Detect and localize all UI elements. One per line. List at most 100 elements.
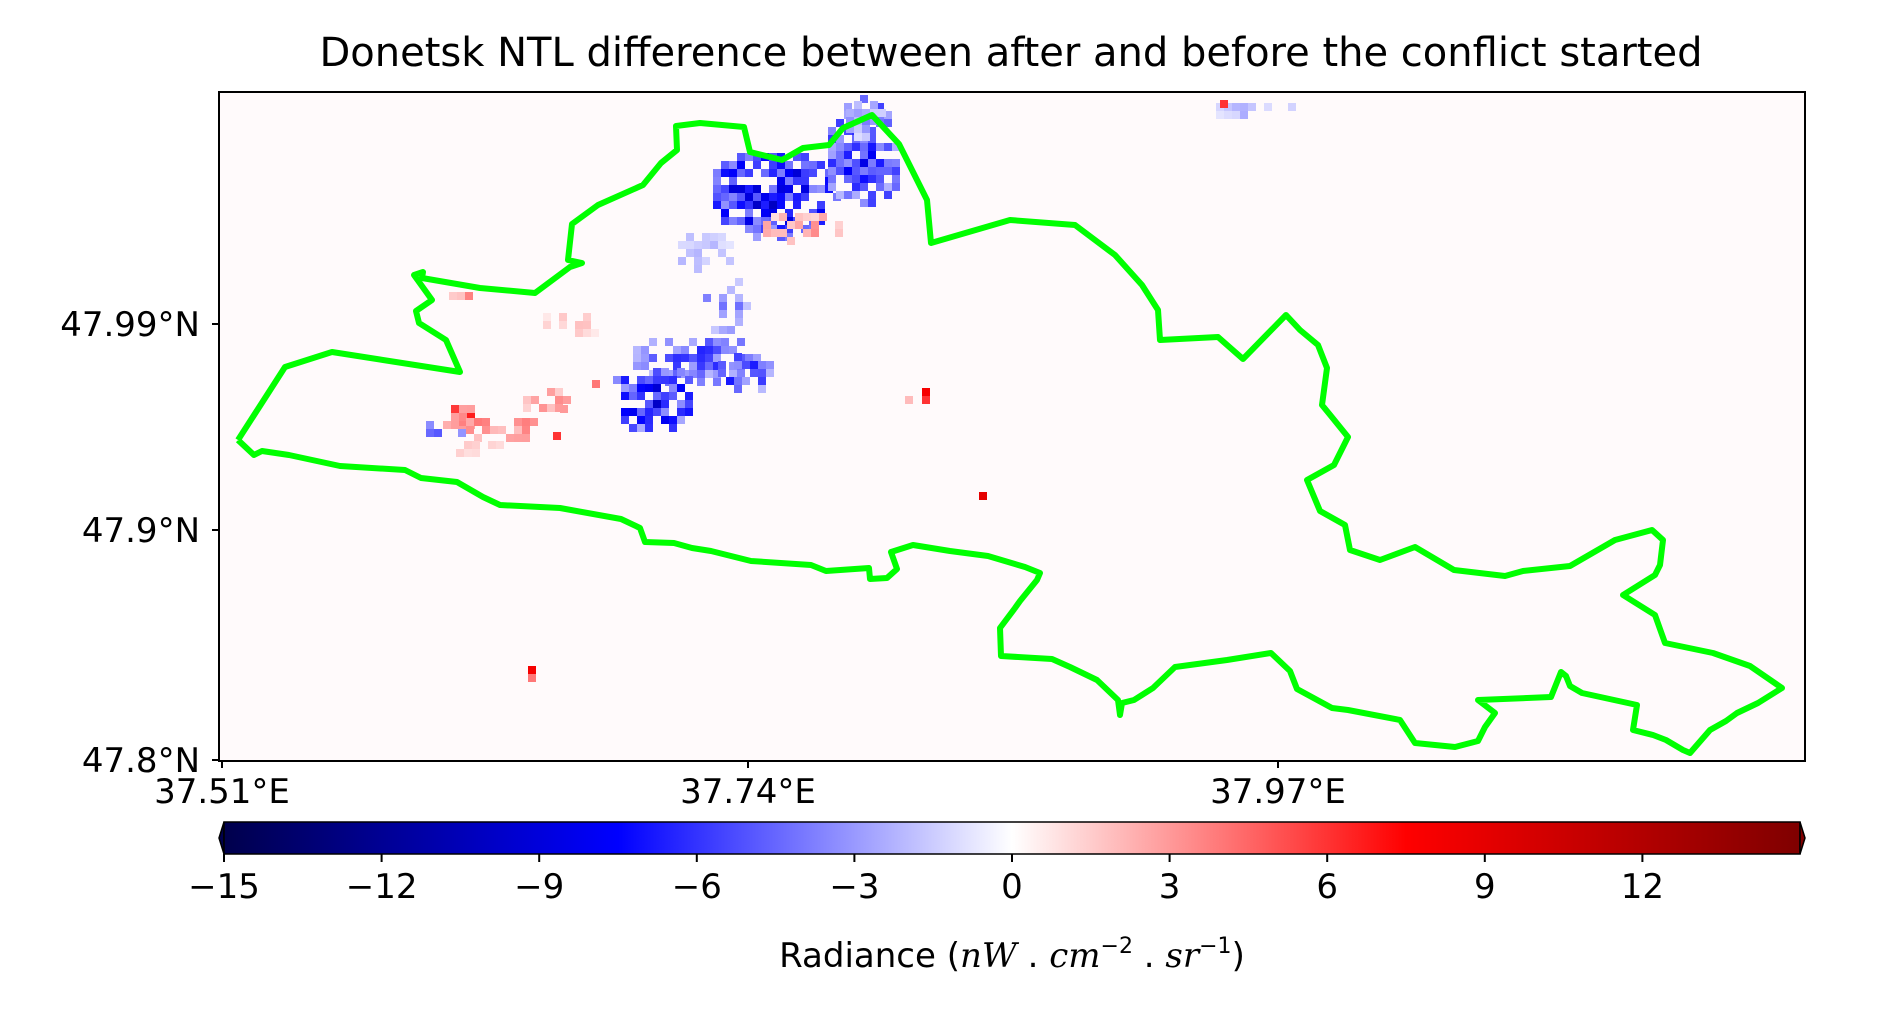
heatmap-cell xyxy=(681,354,689,362)
heatmap-cell xyxy=(677,384,685,392)
heatmap-cell xyxy=(787,237,795,245)
heatmap-cell xyxy=(868,167,876,175)
heatmap-cell xyxy=(828,159,836,167)
heatmap-cell xyxy=(793,177,801,185)
heatmap-cell xyxy=(734,385,742,393)
heatmap-cell xyxy=(777,169,785,177)
heatmap-cell xyxy=(753,161,761,169)
heatmap-cell xyxy=(868,191,876,199)
heatmap-cell xyxy=(653,392,661,400)
heatmap-cell xyxy=(729,370,737,378)
colorbar-tick-label: 6 xyxy=(1316,867,1338,907)
heatmap-cell xyxy=(528,674,536,682)
colorbar-extend-max xyxy=(1799,821,1806,855)
heatmap-cell xyxy=(745,217,753,225)
heatmap-cell xyxy=(637,424,645,432)
heatmap-cell xyxy=(467,413,475,421)
heatmap-cell xyxy=(844,103,852,111)
heatmap-cell xyxy=(467,405,475,413)
heatmap-cell xyxy=(750,369,758,377)
y-tick-label: 47.9°N xyxy=(82,511,200,551)
heatmap-cell xyxy=(801,185,809,193)
heatmap-cell xyxy=(729,169,737,177)
heatmap-cell xyxy=(860,143,868,151)
colorbar-gradient xyxy=(223,821,1801,855)
heatmap-cell xyxy=(713,338,721,346)
heatmap-cell xyxy=(852,159,860,167)
heatmap-cell xyxy=(836,143,844,151)
heatmap-cell xyxy=(665,338,673,346)
heatmap-cell xyxy=(713,201,721,209)
heatmap-cell xyxy=(1248,103,1256,111)
heatmap-cell xyxy=(729,161,737,169)
heatmap-cell xyxy=(677,408,685,416)
heatmap-cell xyxy=(742,377,750,385)
heatmap-cell xyxy=(721,169,729,177)
heatmap-cell xyxy=(785,193,793,201)
heatmap-cell xyxy=(846,125,854,133)
heatmap-cell xyxy=(884,159,892,167)
heatmap-cell xyxy=(531,396,539,404)
heatmap-cell xyxy=(868,159,876,167)
heatmap-cell xyxy=(828,167,836,175)
heatmap-cell xyxy=(459,413,467,421)
heatmap-cell xyxy=(737,185,745,193)
heatmap-cell xyxy=(522,434,530,442)
heatmap-cell xyxy=(697,370,705,378)
heatmap-cell xyxy=(892,183,900,191)
heatmap-cell xyxy=(884,191,892,199)
heatmap-cell xyxy=(472,441,480,449)
heatmap-cell xyxy=(637,416,645,424)
heatmap-cell xyxy=(860,159,868,167)
heatmap-cell xyxy=(844,191,852,199)
heatmap-cell xyxy=(559,313,567,321)
heatmap-cell xyxy=(678,257,686,265)
heatmap-cell xyxy=(686,249,694,257)
heatmap-cell xyxy=(719,302,727,310)
heatmap-cell xyxy=(713,354,721,362)
heatmap-cell xyxy=(633,362,641,370)
heatmap-cell xyxy=(514,434,522,442)
heatmap-cell xyxy=(426,421,434,429)
heatmap-cell xyxy=(506,434,514,442)
heatmap-cell xyxy=(835,229,843,237)
heatmap-cell xyxy=(649,338,657,346)
heatmap-cell xyxy=(530,418,538,426)
heatmap-cell xyxy=(735,318,743,326)
heatmap-cell xyxy=(862,117,870,125)
heatmap-cell xyxy=(737,193,745,201)
heatmap-cell xyxy=(1264,103,1272,111)
heatmap-cell xyxy=(884,119,892,127)
heatmap-cell xyxy=(645,384,653,392)
heatmap-cell xyxy=(876,143,884,151)
heatmap-cell xyxy=(753,185,761,193)
heatmap-cell xyxy=(922,388,930,396)
heatmap-cell xyxy=(846,109,854,117)
colorbar: −15 −12 −9 −6 −3 0 3 6 9 12 Radiance (nW . cm−2 .… xyxy=(188,821,1806,976)
plot-frame xyxy=(218,91,1806,762)
heatmap-cell xyxy=(758,361,766,369)
heatmap-cell xyxy=(621,408,629,416)
heatmap-cell xyxy=(718,233,726,241)
heatmap-cell xyxy=(836,159,844,167)
heatmap-cell xyxy=(653,376,661,384)
heatmap-cell xyxy=(1232,103,1240,111)
heatmap-cell xyxy=(828,183,836,191)
heatmap-cell xyxy=(689,370,697,378)
heatmap-cell xyxy=(621,392,629,400)
heatmap-cell xyxy=(745,193,753,201)
heatmap-cell xyxy=(645,424,653,432)
heatmap-cell xyxy=(583,321,591,329)
x-tick-label: 37.97°E xyxy=(1210,772,1346,812)
heatmap-cell xyxy=(852,175,860,183)
heatmap-cell xyxy=(629,384,637,392)
heatmap-cell xyxy=(729,177,737,185)
heatmap-cell xyxy=(868,151,876,159)
heatmap-cell xyxy=(862,133,870,141)
heatmap-cell xyxy=(1232,111,1240,119)
heatmap-cell xyxy=(745,209,753,217)
heatmap-cell xyxy=(1288,103,1296,111)
heatmap-cell xyxy=(905,396,913,404)
heatmap-cell xyxy=(726,257,734,265)
heatmap-cell xyxy=(543,313,551,321)
